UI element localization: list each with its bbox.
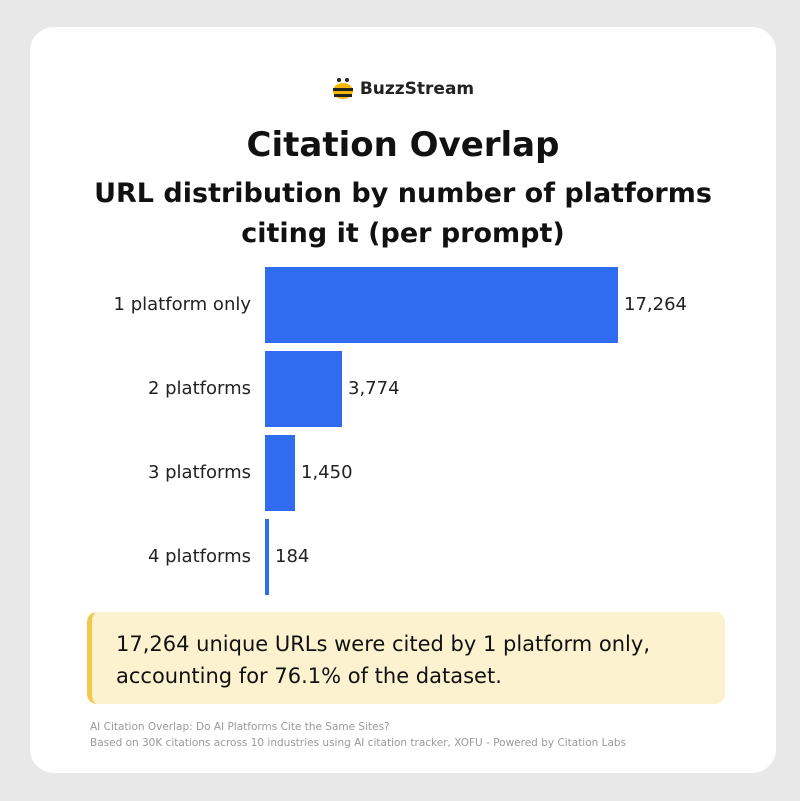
value-label: 184 (275, 546, 310, 567)
bar (265, 351, 342, 427)
infographic-card: BuzzStream Citation Overlap URL distribu… (30, 27, 776, 773)
brand-logo: BuzzStream (30, 77, 776, 101)
bar (265, 435, 295, 511)
category-label: 1 platform only (113, 294, 251, 315)
chart-subtitle: URL distribution by number of platforms … (94, 178, 712, 249)
value-label: 17,264 (624, 294, 687, 315)
bar (265, 519, 269, 595)
summary-callout: 17,264 unique URLs were cited by 1 platf… (87, 612, 725, 704)
brand-name: BuzzStream (359, 79, 475, 99)
category-label: 3 platforms (147, 462, 251, 483)
value-label: 3,774 (348, 378, 400, 399)
chart-title: Citation Overlap (246, 125, 560, 165)
bar-chart: 1 platform only 17,264 2 platforms 3,774 3 p… (30, 27, 776, 773)
source-line-2: Based on 30K citations across 10 industr… (90, 737, 627, 749)
value-label: 1,450 (301, 462, 353, 483)
source-note: AI Citation Overlap: Do AI Platforms Cit… (90, 719, 750, 751)
category-label: 4 platforms (147, 546, 251, 567)
category-label: 2 platforms (147, 378, 251, 399)
bar (265, 267, 618, 343)
bee-icon (332, 78, 353, 99)
source-line-1: AI Citation Overlap: Do AI Platforms Cit… (90, 721, 390, 733)
